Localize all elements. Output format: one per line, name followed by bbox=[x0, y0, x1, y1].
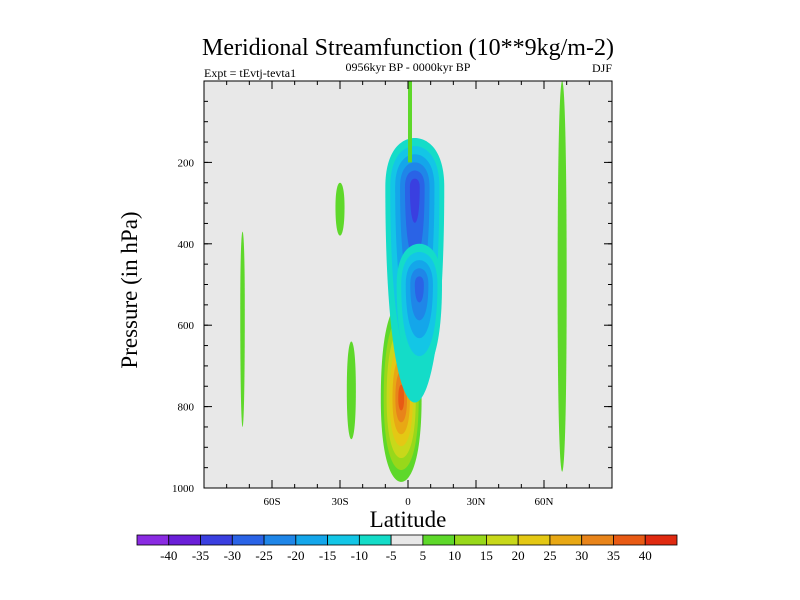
x-tick-label: 30N bbox=[467, 496, 486, 508]
contour-band bbox=[335, 182, 345, 236]
x-tick-label: 60N bbox=[535, 496, 554, 508]
axis-ticks: 60S 30S 0 30N 60N 200 400 600 800 1000 bbox=[172, 80, 613, 508]
colorbar-label: 10 bbox=[448, 548, 461, 563]
colorbar-label: 5 bbox=[420, 548, 427, 563]
colorbar-label: -20 bbox=[287, 548, 304, 563]
x-axis-label: Latitude bbox=[370, 507, 447, 532]
chart-title: Meridional Streamfunction (10**9kg/m-2) bbox=[202, 35, 614, 61]
y-tick-label: 1000 bbox=[172, 483, 195, 495]
colorbar-swatch bbox=[231, 534, 265, 546]
colorbar-swatch bbox=[454, 534, 487, 546]
colorbar-label: 20 bbox=[512, 548, 525, 563]
colorbar-label: -35 bbox=[192, 548, 209, 563]
contour-band bbox=[398, 384, 405, 411]
y-tick-label: 400 bbox=[178, 239, 195, 251]
x-tick-label: 60S bbox=[263, 496, 280, 508]
colorbar-label: -15 bbox=[319, 548, 336, 563]
colorbar-label: -10 bbox=[351, 548, 368, 563]
colorbar-swatch bbox=[390, 534, 424, 546]
colorbar-label: 25 bbox=[543, 548, 556, 563]
colorbar-swatch bbox=[549, 534, 583, 546]
contour-field bbox=[204, 81, 612, 488]
colorbar-swatch bbox=[486, 534, 519, 546]
contour-feature-6 bbox=[335, 182, 345, 236]
colorbar-swatch bbox=[263, 534, 297, 546]
contour-band bbox=[557, 81, 567, 472]
season-label: DJF bbox=[592, 61, 612, 75]
contour-band bbox=[409, 178, 420, 223]
colorbar-swatch bbox=[358, 534, 392, 546]
colorbar-swatch bbox=[644, 534, 678, 546]
colorbar-swatch bbox=[168, 534, 201, 546]
colorbar-label: 15 bbox=[480, 548, 493, 563]
contour-feature-3 bbox=[557, 81, 567, 472]
contour-feature-5 bbox=[240, 231, 245, 427]
contour-strip bbox=[408, 81, 412, 163]
x-tick-label: 30S bbox=[331, 496, 348, 508]
y-tick-label: 600 bbox=[178, 320, 195, 332]
colorbar-label: -30 bbox=[224, 548, 241, 563]
colorbar-swatch bbox=[327, 534, 360, 546]
colorbar-swatch bbox=[200, 534, 233, 546]
experiment-label: Expt = tEvtj-tevta1 bbox=[204, 66, 296, 80]
colorbar-swatch bbox=[422, 534, 456, 546]
colorbar-label: 35 bbox=[607, 548, 620, 563]
y-tick-label: 800 bbox=[178, 402, 195, 414]
colorbar-label: -40 bbox=[160, 548, 177, 563]
contour-band bbox=[346, 341, 356, 440]
contour-band bbox=[414, 276, 424, 303]
y-axis-label: Pressure (in hPa) bbox=[117, 211, 142, 368]
colorbar-label: 30 bbox=[575, 548, 588, 563]
colorbar: -40 -35 -30 -25 -20 -15 -10 -5 5 10 15 20 25 30 35 40 bbox=[136, 534, 678, 563]
colorbar-label: 40 bbox=[639, 548, 652, 563]
x-tick-label: 0 bbox=[405, 496, 411, 508]
colorbar-swatch bbox=[517, 534, 551, 546]
contour-band bbox=[240, 231, 245, 427]
contour-feature-4 bbox=[346, 341, 356, 440]
chart-subtitle: 0956kyr BP - 0000kyr BP bbox=[346, 60, 471, 74]
colorbar-label: -25 bbox=[255, 548, 272, 563]
colorbar-swatch bbox=[295, 534, 328, 546]
colorbar-swatch bbox=[613, 534, 646, 546]
colorbar-swatch bbox=[136, 534, 170, 546]
y-tick-label: 200 bbox=[178, 157, 195, 169]
colorbar-label: -5 bbox=[386, 548, 397, 563]
colorbar-swatch bbox=[581, 534, 614, 546]
contour-feature-2 bbox=[396, 243, 442, 375]
